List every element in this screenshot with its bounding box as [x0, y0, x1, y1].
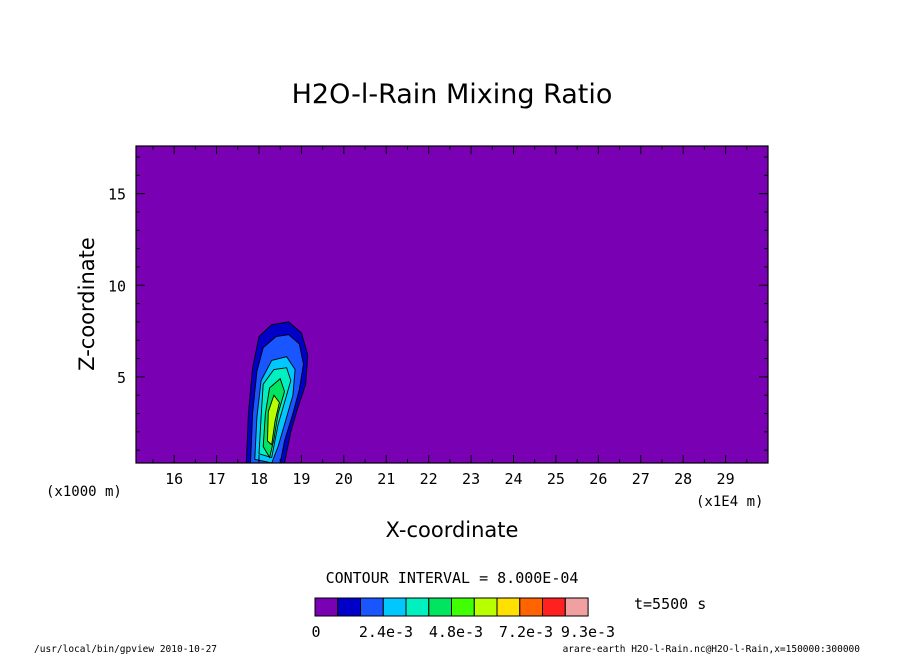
colorbar-cell: [496, 597, 521, 617]
x-unit-left: (x1000 m): [46, 484, 122, 500]
colorbar-label: 2.4e-3: [359, 623, 413, 641]
x-tick-label: 21: [377, 470, 395, 488]
x-tick-label: 16: [165, 470, 183, 488]
x-tick-label: 29: [717, 470, 735, 488]
x-tick-label: 17: [208, 470, 226, 488]
plot-frame: [135, 145, 769, 464]
x-tick-label: 26: [589, 470, 607, 488]
colorbar-cell: [337, 597, 362, 617]
colorbar-cell: [314, 597, 339, 617]
x-tick-label: 25: [547, 470, 565, 488]
colorbar-cell: [382, 597, 407, 617]
colorbar-cell: [542, 597, 566, 617]
x-tick-label: 28: [674, 470, 692, 488]
chart-title: H2O-l-Rain Mixing Ratio: [292, 79, 613, 110]
colorbar-label: 0: [311, 623, 320, 641]
colorbar-cell: [564, 597, 589, 617]
colorbar-labels: 0 2.4e-3 4.8e-3 7.2e-3 9.3e-3: [311, 623, 615, 641]
y-axis-label: Z-coordinate: [75, 237, 99, 371]
rain-contour-region: [245, 321, 309, 464]
x-axis-label: X-coordinate: [386, 518, 519, 542]
x-axis-ticks: 16 17 18 19 20 21 22 23 24 25 26 27 28 29: [152, 146, 748, 488]
colorbar-cell: [428, 597, 453, 617]
colorbar-cell: [451, 597, 475, 617]
y-tick-label: 5: [117, 369, 126, 387]
colorbar: [314, 597, 589, 617]
colorbar-cell: [519, 597, 544, 617]
y-tick-label: 10: [108, 277, 126, 295]
x-tick-label: 24: [504, 470, 522, 488]
colorbar-label: 7.2e-3: [499, 623, 553, 641]
x-tick-label: 20: [335, 470, 353, 488]
x-tick-label: 18: [250, 470, 268, 488]
colorbar-label: 4.8e-3: [429, 623, 483, 641]
colorbar-label: 9.3e-3: [561, 623, 615, 641]
x-tick-label: 19: [292, 470, 310, 488]
x-tick-label: 23: [462, 470, 480, 488]
contour-level-6: [267, 394, 280, 446]
contour-interval-text: CONTOUR INTERVAL = 8.000E-04: [326, 569, 579, 587]
x-tick-label: 27: [632, 470, 650, 488]
y-axis-ticks: 5 10 15: [108, 156, 768, 451]
x-unit-right: (x1E4 m): [696, 494, 763, 510]
colorbar-cell: [360, 597, 384, 617]
time-text: t=5500 s: [634, 595, 706, 613]
x-tick-label: 22: [420, 470, 438, 488]
colorbar-cell: [473, 597, 498, 617]
footer-right: arare-earth_H2O-l-Rain.nc@H2O-l-Rain,x=1…: [563, 644, 861, 654]
y-tick-label: 15: [108, 186, 126, 204]
plot-background: [136, 146, 768, 463]
colorbar-cell: [405, 597, 430, 617]
footer-left: /usr/local/bin/gpview 2010-10-27: [34, 644, 217, 654]
